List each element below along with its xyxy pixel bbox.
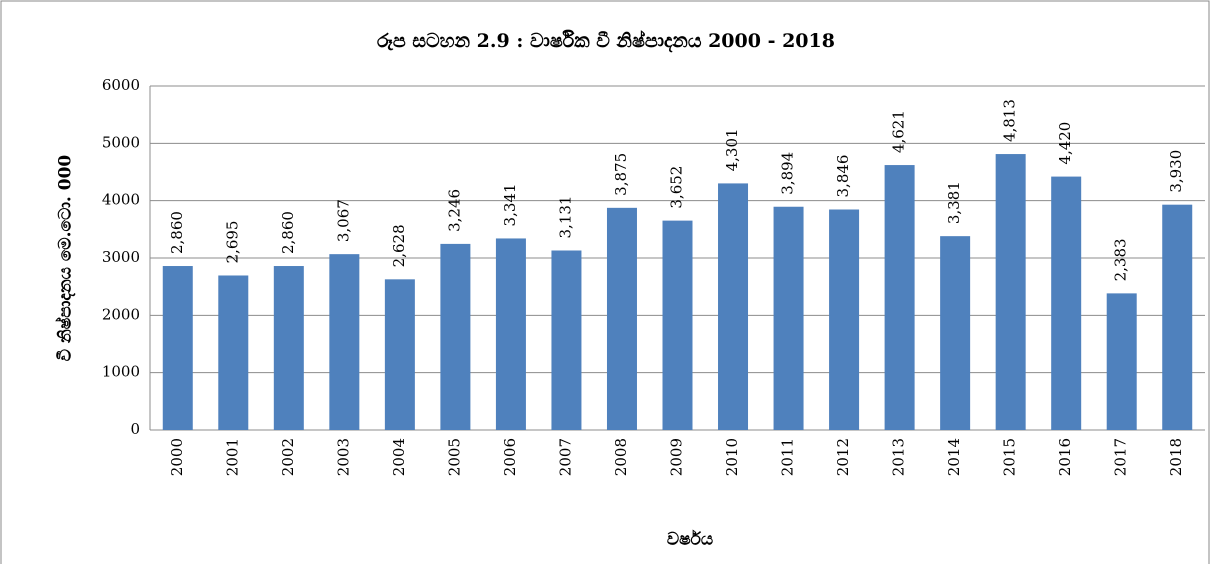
data-label: 4,813 <box>1001 99 1019 142</box>
bar <box>218 275 249 430</box>
x-axis-title: වර්ෂය <box>667 530 713 550</box>
x-tick-label: 2015 <box>1001 438 1019 476</box>
data-label: 3,875 <box>612 153 630 196</box>
x-tick-label: 2001 <box>223 438 241 476</box>
bar <box>662 220 693 430</box>
x-tick-label: 2016 <box>1056 438 1074 476</box>
data-label: 2,628 <box>390 224 408 267</box>
y-tick-label: 3000 <box>102 248 140 266</box>
x-tick-label: 2012 <box>834 438 852 476</box>
x-tick-label: 2002 <box>279 438 297 476</box>
bar <box>995 154 1026 430</box>
data-label: 3,381 <box>945 181 963 224</box>
data-label: 3,131 <box>556 196 574 239</box>
y-tick-label: 1000 <box>102 363 140 381</box>
x-tick-label: 2006 <box>501 438 519 476</box>
data-label: 3,930 <box>1167 150 1185 193</box>
x-tick-label: 2004 <box>390 438 408 476</box>
data-label: 4,420 <box>1056 122 1074 165</box>
bar <box>495 238 526 430</box>
data-label: 4,621 <box>890 110 908 153</box>
y-tick-label: 4000 <box>102 191 140 209</box>
data-label: 2,860 <box>279 211 297 254</box>
data-label: 4,301 <box>723 128 741 171</box>
bar <box>940 236 971 430</box>
data-label: 3,067 <box>334 199 352 242</box>
bar <box>718 183 749 430</box>
data-label: 3,341 <box>501 183 519 226</box>
x-tick-label: 2005 <box>445 438 463 476</box>
data-label: 3,846 <box>834 155 852 198</box>
x-tick-label: 2013 <box>890 438 908 476</box>
bar <box>829 209 860 430</box>
data-label: 3,246 <box>445 189 463 232</box>
x-tick-label: 2009 <box>668 438 686 476</box>
x-tick-label: 2014 <box>945 438 963 476</box>
x-tick-label: 2011 <box>779 438 797 476</box>
x-tick-label: 2003 <box>334 438 352 476</box>
bar <box>273 266 304 430</box>
bar <box>440 243 471 430</box>
bar <box>551 250 582 430</box>
bar <box>329 254 360 430</box>
data-label: 3,894 <box>779 152 797 195</box>
bar <box>1162 204 1193 430</box>
x-tick-label: 2000 <box>168 438 186 476</box>
chart-title: රූප සටහන 2.9 : වාර්ෂික වී නිෂ්පාදනය 2000… <box>377 30 835 53</box>
x-tick-label: 2017 <box>1112 438 1130 476</box>
bar <box>606 207 637 430</box>
y-tick-label: 5000 <box>102 133 140 151</box>
y-tick-label: 2000 <box>102 305 140 323</box>
bar <box>1106 293 1137 430</box>
y-tick-label: 6000 <box>102 76 140 94</box>
data-label: 2,383 <box>1112 238 1130 281</box>
data-label: 2,860 <box>168 211 186 254</box>
data-label: 3,652 <box>668 166 686 209</box>
bar <box>773 206 804 430</box>
x-tick-label: 2008 <box>612 438 630 476</box>
y-axis-title: වී නිෂ්පාදනය මෙ.ටො. 000 <box>54 155 76 362</box>
bar <box>884 165 915 430</box>
bar <box>1051 176 1082 430</box>
data-label: 2,695 <box>223 221 241 264</box>
x-tick-label: 2007 <box>556 438 574 476</box>
x-tick-label: 2018 <box>1167 438 1185 476</box>
bar <box>384 279 415 430</box>
x-tick-label: 2010 <box>723 438 741 476</box>
y-tick-label: 0 <box>130 420 140 438</box>
bar <box>162 266 193 430</box>
